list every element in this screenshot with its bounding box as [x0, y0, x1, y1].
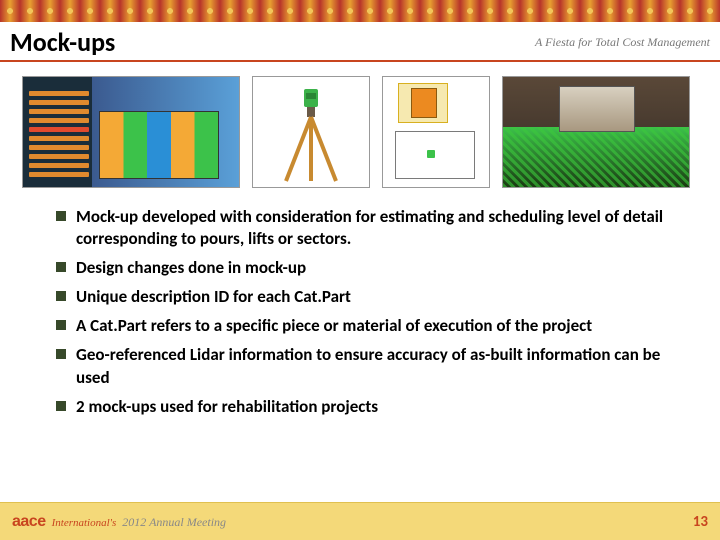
- aace-logo-suffix: International's: [52, 517, 117, 529]
- list-item: A Cat.Part refers to a specific piece or…: [56, 315, 680, 337]
- lidar-scan-image: [502, 76, 690, 188]
- list-item: Design changes done in mock-up: [56, 257, 680, 279]
- aace-logo-text: aace: [12, 513, 46, 531]
- plan-panels-image: [382, 76, 490, 188]
- mockup-cad-image: [22, 76, 240, 188]
- cad-tree-icon: [29, 91, 89, 179]
- bullet-list: Mock-up developed with consideration for…: [0, 196, 720, 418]
- tripod-scanner-image: [252, 76, 370, 188]
- header-tagline: A Fiesta for Total Cost Management: [535, 35, 710, 50]
- images-row: [0, 62, 720, 196]
- list-item: Mock-up developed with consideration for…: [56, 206, 680, 250]
- footer-branding: aace International's 2012 Annual Meeting: [12, 513, 226, 531]
- meeting-label: 2012 Annual Meeting: [122, 515, 226, 530]
- page-number: 13: [693, 513, 708, 531]
- decorative-top-border: [0, 0, 720, 22]
- list-item: Unique description ID for each Cat.Part: [56, 286, 680, 308]
- slide-footer: aace International's 2012 Annual Meeting…: [0, 502, 720, 540]
- list-item: 2 mock-ups used for rehabilitation proje…: [56, 396, 680, 418]
- slide-header: Mock-ups A Fiesta for Total Cost Managem…: [0, 22, 720, 62]
- list-item: Geo-referenced Lidar information to ensu…: [56, 344, 680, 388]
- page-title: Mock-ups: [10, 26, 115, 58]
- tripod-icon: [276, 89, 346, 184]
